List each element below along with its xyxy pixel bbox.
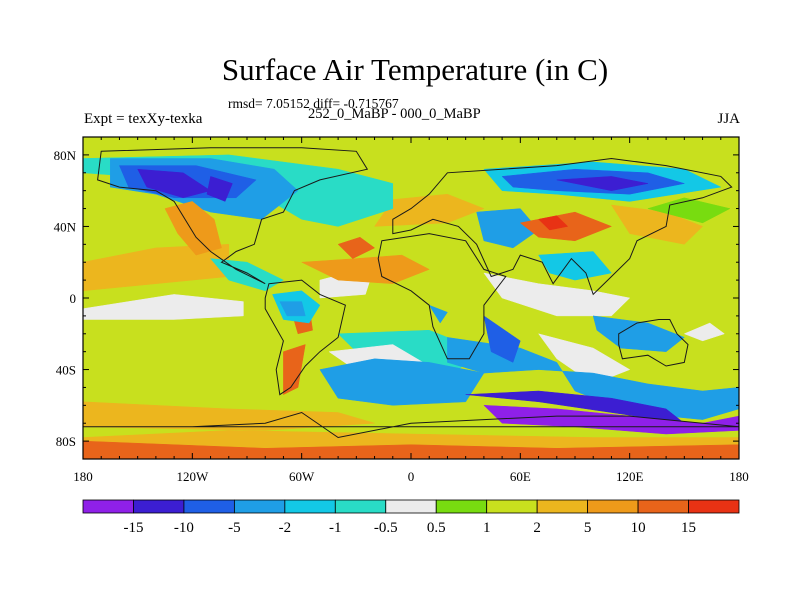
field-region <box>538 215 569 231</box>
axis-ticks: 180 120W 60W 0 60E 120E 180 80N 40N 0 40S 80S <box>54 136 749 484</box>
colorbar-label: -10 <box>174 520 194 536</box>
field-region <box>83 440 739 459</box>
lon-tick-label: 60E <box>510 469 531 484</box>
field-region <box>83 401 375 431</box>
center-subtitle: 252_0_MaBP - 000_0_MaBP <box>308 106 481 122</box>
field-region <box>476 208 539 249</box>
colorbar-label: 10 <box>631 520 646 536</box>
colorbar-label: -15 <box>123 520 143 536</box>
continent-outline <box>97 147 369 285</box>
colorbar-label: 0.5 <box>427 520 446 536</box>
colorbar-swatch <box>233 499 286 514</box>
lat-tick-label: 40S <box>56 363 76 378</box>
colorbar-label: 1 <box>483 520 491 536</box>
field-region <box>483 272 631 317</box>
colorbar-label: 2 <box>533 520 541 536</box>
field-region <box>592 315 685 352</box>
colorbar-label: -1 <box>329 520 342 536</box>
field-region <box>206 176 233 202</box>
field-region <box>319 358 485 406</box>
lon-tick-label: 120W <box>176 469 209 484</box>
continent-outline <box>264 279 346 396</box>
lon-tick-label: 180 <box>729 469 749 484</box>
colorbar-swatch <box>587 499 639 514</box>
colorbar-swatch <box>536 499 589 514</box>
right-subtitle: JJA <box>717 111 740 127</box>
colorbar-label: -2 <box>279 520 292 536</box>
stats-text: rmsd= 7.05152 diff= -0.715767 <box>228 96 399 111</box>
left-subtitle: Expt = texXy-texka <box>84 111 203 127</box>
colorbar-swatch <box>334 499 387 514</box>
field-region <box>428 304 448 324</box>
field-region <box>483 315 521 363</box>
field-region <box>283 344 306 396</box>
colorbar-swatch <box>183 499 235 514</box>
field-region <box>646 197 731 224</box>
colorbar-swatch <box>385 499 437 514</box>
continent-outlines <box>83 147 739 439</box>
field-region <box>447 337 739 420</box>
continent-outline <box>83 411 739 439</box>
colorbar-label: 5 <box>584 520 592 536</box>
lon-tick-label: 180 <box>73 469 93 484</box>
field-region <box>279 301 306 317</box>
field-region <box>538 251 612 281</box>
colorbar-label: -0.5 <box>374 520 398 536</box>
colorbar-swatch <box>435 499 488 514</box>
lat-tick-label: 40N <box>54 219 77 234</box>
continent-outline <box>392 157 733 296</box>
lat-tick-label: 80N <box>54 148 77 163</box>
plot-title: Surface Air Temperature (in C) <box>221 52 609 87</box>
field-region <box>300 254 430 284</box>
field-region <box>556 176 648 191</box>
lat-tick-label: 80S <box>56 434 76 449</box>
continent-outline <box>618 319 689 367</box>
colorbar-swatch <box>82 499 134 514</box>
lon-tick-label: 0 <box>408 469 415 484</box>
field-region <box>137 168 212 199</box>
field-region <box>164 201 222 256</box>
lat-tick-label: 0 <box>70 291 77 306</box>
colorbar: -15 -10 -5 -2 -1 -0.5 0.5 1 2 5 10 15 <box>82 499 740 536</box>
colorbar-label: 15 <box>681 520 696 536</box>
lon-tick-label: 120E <box>616 469 644 484</box>
field-region <box>83 294 244 320</box>
colorbar-swatch <box>688 499 740 514</box>
field-region <box>337 236 376 259</box>
temperature-field <box>83 137 739 459</box>
colorbar-swatch <box>486 499 538 514</box>
colorbar-label: -5 <box>228 520 241 536</box>
continent-outline <box>377 233 507 360</box>
colorbar-swatch <box>637 499 689 514</box>
lon-tick-label: 60W <box>289 469 315 484</box>
field-region <box>683 322 725 342</box>
colorbar-swatch <box>284 499 336 514</box>
field-region <box>465 390 686 424</box>
colorbar-swatch <box>133 499 185 514</box>
